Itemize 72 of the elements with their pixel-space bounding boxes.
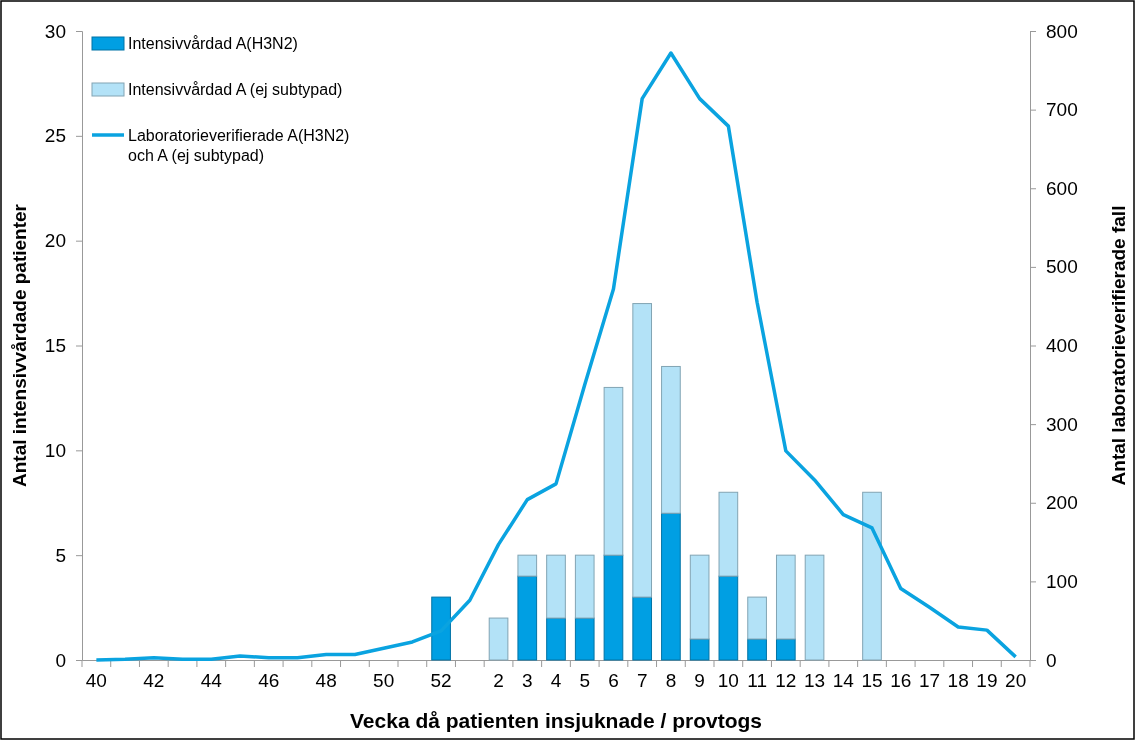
bar	[747, 596, 767, 640]
y-tick-label: 30	[44, 20, 66, 42]
bar	[488, 617, 509, 661]
x-tick-label: 6	[608, 670, 619, 692]
bar	[517, 575, 538, 661]
bar	[689, 638, 710, 661]
y-tick-label: 10	[44, 439, 66, 461]
bar	[862, 491, 882, 661]
y-tick-label: 15	[44, 335, 66, 357]
bar	[546, 617, 566, 661]
x-tick-label: 15	[861, 670, 883, 692]
x-axis-title: Vecka då patienten insjuknade / provtogs	[350, 709, 762, 732]
y-tick-label: 5	[55, 544, 66, 566]
bar	[775, 638, 796, 661]
y2-tick-label: 700	[1046, 99, 1078, 121]
x-tick-label: 9	[694, 670, 705, 692]
bar	[661, 512, 681, 661]
y2-axis-title: Antal laboratorieverifierade fall	[1108, 205, 1129, 486]
bar	[661, 365, 681, 514]
x-tick-label: 52	[430, 670, 452, 692]
line-series	[94, 51, 1018, 662]
y-axis-title: Antal intensivvårdade patienter	[9, 203, 30, 487]
x-tick-label: 3	[521, 670, 533, 692]
bar	[804, 554, 825, 661]
x-tick-label: 20	[1005, 670, 1027, 692]
bar	[632, 596, 653, 661]
x-tick-label: 17	[918, 670, 941, 692]
y-tick-label: 0	[55, 649, 66, 671]
bar	[574, 617, 595, 661]
bar	[718, 575, 739, 661]
bar	[574, 554, 595, 619]
bar	[517, 554, 538, 577]
y2-tick-label: 600	[1046, 177, 1078, 199]
bar	[546, 554, 566, 619]
bar	[775, 554, 796, 640]
legend-label: Laboratorieverifierade A(H3N2) och A (ej subtypad)	[128, 127, 350, 164]
y2-tick-label: 200	[1046, 492, 1078, 514]
x-tick-label: 11	[747, 670, 767, 692]
bar	[603, 386, 624, 556]
bar	[718, 491, 739, 577]
x-tick-label: 10	[717, 670, 739, 692]
x-tick-label: 48	[315, 670, 337, 692]
bar	[603, 554, 624, 661]
x-tick-label: 4	[550, 670, 562, 692]
x-tick-label: 14	[832, 670, 855, 692]
legend-label: Intensivvårdad A (ej subtypad)	[128, 81, 343, 98]
x-tick-label: 5	[579, 670, 591, 692]
y2-tick-label: 800	[1046, 20, 1078, 42]
x-tick-label: 19	[976, 670, 998, 692]
x-tick-label: 16	[890, 670, 912, 692]
x-tick-label: 13	[803, 670, 826, 692]
x-tick-label: 44	[200, 670, 223, 692]
bar	[689, 554, 710, 640]
x-tick-label: 12	[775, 670, 797, 692]
y2-tick-label: 500	[1046, 256, 1078, 278]
y2-tick-label: 100	[1046, 570, 1078, 592]
y2-tick-label: 300	[1046, 413, 1078, 435]
x-tick-label: 2	[493, 670, 504, 692]
y-tick-label: 20	[44, 230, 66, 252]
x-tick-label: 42	[143, 670, 165, 692]
x-tick-label: 46	[258, 670, 280, 692]
y2-tick-label: 400	[1046, 335, 1078, 357]
x-tick-label: 18	[947, 670, 969, 692]
legend-label: Intensivvårdad A(H3N2)	[128, 35, 298, 52]
x-tick-label: 50	[373, 670, 395, 692]
x-tick-label: 8	[665, 670, 677, 692]
bar	[747, 638, 767, 661]
bar	[632, 303, 653, 598]
x-tick-label: 7	[636, 670, 648, 692]
y-tick-label: 25	[44, 125, 66, 147]
x-tick-label: 40	[85, 670, 107, 692]
y2-tick-label: 0	[1046, 649, 1057, 671]
